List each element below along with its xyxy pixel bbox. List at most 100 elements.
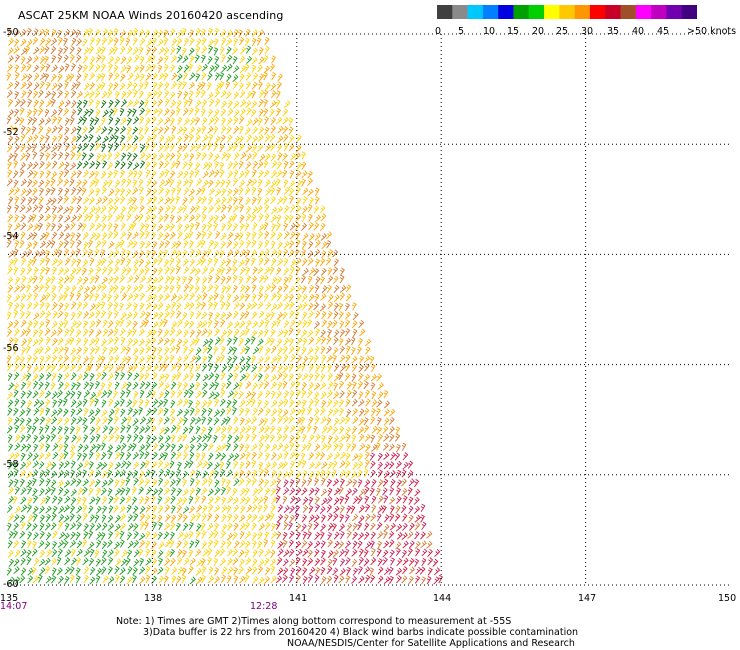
wind-barb: [51, 354, 58, 363]
wind-barb: [364, 479, 371, 488]
wind-barb: [144, 99, 149, 108]
wind-barb: [369, 460, 376, 469]
wind-barb: [221, 188, 227, 197]
wind-barb: [351, 373, 357, 382]
wind-barb: [76, 239, 82, 248]
wind-barb: [264, 248, 270, 257]
wind-barb: [357, 452, 364, 462]
wind-barb: [401, 532, 408, 540]
wind-barb: [13, 382, 20, 391]
colorbar-swatch: [589, 5, 606, 19]
wind-barb: [145, 135, 152, 144]
wind-barb: [70, 267, 77, 276]
wind-barb: [121, 178, 127, 187]
wind-barb: [83, 407, 89, 416]
wind-barb: [320, 293, 327, 301]
wind-barb: [52, 310, 58, 319]
wind-barb: [246, 55, 253, 64]
wind-barb: [44, 45, 50, 55]
wind-barb: [258, 47, 264, 56]
wind-barb: [282, 372, 289, 381]
wind-barb: [314, 372, 320, 381]
wind-barb: [358, 364, 365, 373]
wind-barb: [132, 153, 138, 162]
wind-barb: [177, 512, 183, 521]
wind-barb: [259, 153, 266, 162]
wind-barb: [89, 222, 96, 231]
wind-barb: [370, 540, 375, 549]
wind-barb: [94, 170, 100, 179]
wind-barb: [82, 196, 90, 205]
wind-barb: [101, 239, 107, 248]
wind-barb: [346, 522, 353, 531]
wind-barb: [396, 469, 402, 479]
wind-barb: [183, 64, 190, 73]
wind-barb: [94, 206, 101, 215]
wind-barb: [20, 434, 26, 443]
wind-barb: [264, 487, 271, 496]
wind-barb: [120, 424, 126, 434]
wind-barb: [277, 125, 284, 134]
wind-barb: [19, 204, 26, 213]
wind-barb: [163, 125, 170, 134]
wind-barb: [132, 399, 138, 408]
wind-barb: [264, 567, 271, 576]
wind-barb: [370, 408, 376, 417]
wind-barb: [201, 505, 208, 514]
wind-barb: [251, 433, 257, 442]
wind-barb: [332, 523, 337, 532]
wind-barb: [100, 310, 107, 319]
wind-barb: [39, 567, 46, 576]
wind-barb: [58, 381, 64, 390]
wind-barb: [257, 531, 263, 540]
wind-barb: [283, 267, 290, 276]
wind-barb: [114, 310, 119, 319]
wind-barb: [251, 566, 258, 575]
wind-barb: [82, 356, 90, 364]
wind-barb: [20, 329, 27, 338]
wind-barb: [13, 108, 20, 117]
wind-barb: [358, 566, 363, 575]
wind-barb: [57, 124, 64, 134]
wind-barb: [32, 55, 39, 64]
wind-barb: [307, 522, 313, 531]
wind-barb: [414, 558, 420, 567]
wind-barb: [120, 206, 127, 215]
wind-barb: [33, 250, 41, 258]
wind-barb: [13, 248, 19, 257]
wind-barb: [89, 372, 95, 382]
wind-barb: [296, 548, 303, 557]
wind-barb: [283, 354, 289, 363]
wind-barb: [383, 461, 390, 470]
wind-barb: [252, 540, 257, 549]
wind-barb: [169, 345, 176, 354]
wind-barb: [375, 442, 381, 451]
wind-barb: [244, 407, 250, 417]
wind-barb: [89, 522, 96, 531]
wind-barb: [189, 258, 196, 267]
wind-barb: [13, 179, 19, 188]
wind-barb: [150, 425, 157, 434]
wind-barb: [394, 452, 401, 461]
wind-barb: [163, 461, 170, 470]
wind-barb: [351, 548, 358, 557]
wind-barb: [76, 557, 82, 566]
wind-barb: [170, 205, 176, 214]
wind-barb: [201, 99, 208, 108]
wind-barb: [151, 153, 158, 162]
wind-barb: [414, 488, 421, 497]
wind-barb: [45, 37, 52, 46]
wind-barb: [120, 134, 126, 143]
wind-barb: [51, 549, 58, 558]
wind-barb: [63, 45, 69, 54]
wind-barb: [133, 73, 141, 82]
wind-barb: [152, 488, 159, 497]
wind-barb: [20, 28, 27, 37]
wind-barb: [164, 504, 171, 513]
wind-barb: [39, 514, 46, 523]
wind-barb: [151, 514, 157, 523]
wind-barb: [63, 195, 70, 204]
wind-barb: [307, 275, 313, 285]
wind-barb: [114, 434, 120, 443]
wind-barb: [270, 374, 277, 382]
